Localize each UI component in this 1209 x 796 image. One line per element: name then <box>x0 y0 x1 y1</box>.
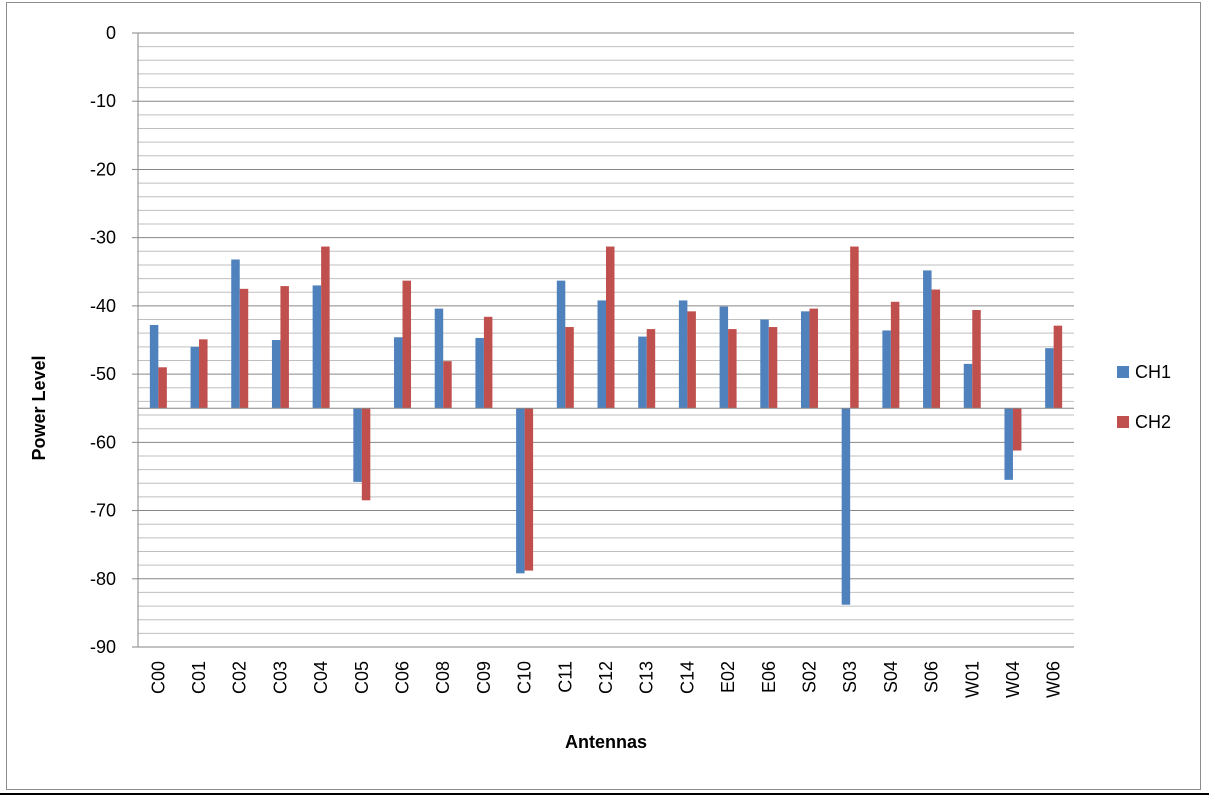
y-tick-label: -90 <box>90 637 116 657</box>
x-tick-label: W04 <box>1003 661 1023 698</box>
bar-ch1-w01 <box>963 363 973 409</box>
bar-ch2-c04 <box>321 246 330 409</box>
x-tick-label: E06 <box>759 661 779 693</box>
y-axis-title: Power Level <box>29 355 49 460</box>
bar-ch2-s06 <box>931 289 941 409</box>
bar-ch2-c12 <box>606 246 615 409</box>
x-tick-label: C13 <box>637 661 657 694</box>
bar-ch1-c08 <box>434 308 444 409</box>
bar-ch2-c01 <box>199 339 208 409</box>
x-tick-label: S03 <box>840 661 860 693</box>
bar-ch2-c08 <box>443 361 452 409</box>
bar-ch1-c13 <box>638 336 647 409</box>
bar-ch2-w06 <box>1053 325 1063 409</box>
x-tick-label: C06 <box>393 661 413 694</box>
y-tick-label: -60 <box>90 432 116 452</box>
bar-ch2-w01 <box>972 309 981 409</box>
y-tick-label: -70 <box>90 501 116 521</box>
bar-ch2-c10 <box>524 408 534 571</box>
y-tick-labels: 0 -10 -20 -30 -40 -50 -60 -70 -80 -90 <box>90 23 138 657</box>
legend: CH1 CH2 <box>1117 362 1171 432</box>
bar-ch1-c06 <box>394 337 403 409</box>
bar-ch1-s06 <box>923 270 932 409</box>
x-tick-labels: C00 C01 C02 C03 C04 C05 C06 C08 C09 C10 C11 C12 C13 C… <box>148 661 1063 698</box>
bar-ch2-s03 <box>850 246 859 409</box>
bar-ch2-e06 <box>768 327 778 409</box>
bar-ch1-c01 <box>190 346 200 409</box>
x-tick-label: C09 <box>474 661 494 694</box>
bar-ch2-c11 <box>565 327 574 409</box>
bar-ch2-c14 <box>687 311 696 409</box>
bar-ch1-c10 <box>516 408 525 574</box>
y-tick-label: 0 <box>106 23 116 43</box>
x-axis-title: Antennas <box>565 732 647 752</box>
bar-ch2-c02 <box>239 288 249 409</box>
legend-swatch-ch1 <box>1117 366 1129 378</box>
bar-ch1-s04 <box>882 330 891 409</box>
gridlines <box>138 32 1074 648</box>
bar-ch1-s03 <box>841 408 851 605</box>
bar-ch2-s04 <box>890 301 900 409</box>
x-tick-label: C02 <box>230 661 250 694</box>
bar-ch2-s02 <box>809 308 818 409</box>
bar-ch1-c05 <box>353 408 362 482</box>
bar-ch1-w04 <box>1004 408 1013 480</box>
bars <box>149 246 1063 605</box>
bar-ch1-c11 <box>556 280 566 409</box>
x-tick-label: C10 <box>515 661 535 694</box>
y-tick-label: -80 <box>90 569 116 589</box>
bar-ch2-c13 <box>646 329 656 409</box>
bar-ch2-c06 <box>402 280 412 409</box>
legend-label-ch2: CH2 <box>1135 412 1171 432</box>
x-tick-label: W06 <box>1044 661 1064 698</box>
bar-ch2-c00 <box>158 367 167 409</box>
x-tick-label: E02 <box>718 661 738 693</box>
bottom-rule <box>0 793 1209 795</box>
bar-ch2-c03 <box>280 286 289 409</box>
legend-swatch-ch2 <box>1117 416 1129 428</box>
bar-ch1-c14 <box>678 300 688 409</box>
y-tick-label: -50 <box>90 364 116 384</box>
bar-ch1-s02 <box>800 311 810 409</box>
bar-ch1-c09 <box>475 337 484 409</box>
y-tick-label: -30 <box>90 228 116 248</box>
y-tick-label: -20 <box>90 159 116 179</box>
x-tick-label: S06 <box>922 661 942 693</box>
x-tick-label: C04 <box>311 661 331 694</box>
x-tick-label: C03 <box>270 661 290 694</box>
bar-ch1-c04 <box>312 285 322 409</box>
bar-ch1-c03 <box>271 340 281 409</box>
x-tick-label: C08 <box>433 661 453 694</box>
bar-ch1-c02 <box>231 259 240 409</box>
x-tick-label: C14 <box>677 661 697 694</box>
bar-ch1-c12 <box>597 300 606 409</box>
y-tick-label: -40 <box>90 296 116 316</box>
x-tick-label: W01 <box>962 661 982 698</box>
axes <box>137 33 1074 647</box>
bar-ch1-e02 <box>719 306 729 409</box>
bar-ch2-c05 <box>361 408 371 501</box>
legend-label-ch1: CH1 <box>1135 362 1171 382</box>
bar-ch2-e02 <box>728 329 737 409</box>
x-tick-label: C12 <box>596 661 616 694</box>
y-tick-label: -10 <box>90 91 116 111</box>
x-tick-label: C00 <box>148 661 168 694</box>
bar-ch2-w04 <box>1012 408 1022 451</box>
bar-ch1-w06 <box>1045 348 1054 409</box>
bar-ch2-c09 <box>483 316 493 409</box>
x-tick-label: S04 <box>881 661 901 693</box>
bar-ch1-e06 <box>760 319 769 409</box>
x-tick-label: C01 <box>189 661 209 694</box>
bar-ch1-c00 <box>149 324 159 409</box>
x-tick-label: S02 <box>799 661 819 693</box>
x-tick-label: C05 <box>352 661 372 694</box>
x-tick-label: C11 <box>555 661 575 693</box>
